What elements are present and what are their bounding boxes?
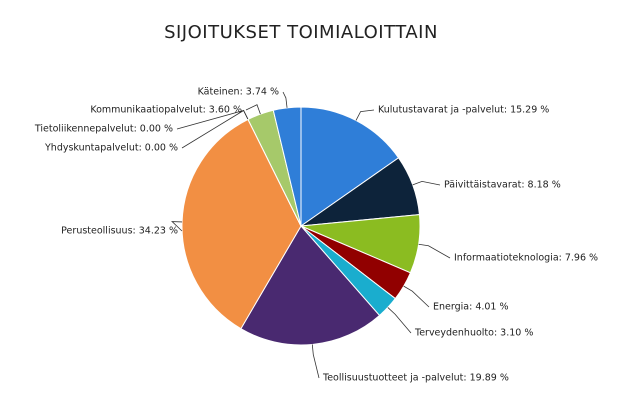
data-label: Teollisuustuotteet ja -palvelut: 19.89 % bbox=[322, 373, 509, 384]
data-label: Kulutustavarat ja -palvelut: 15.29 % bbox=[378, 105, 549, 116]
data-label: Energia: 4.01 % bbox=[433, 302, 509, 313]
data-label: Tietoliikennepalvelut: 0.00 % bbox=[34, 124, 173, 135]
data-label: Informaatioteknologia: 7.96 % bbox=[454, 253, 598, 264]
connector bbox=[355, 109, 375, 121]
pie-slice bbox=[272, 106, 302, 227]
pie-slice bbox=[181, 118, 302, 330]
connector bbox=[412, 180, 441, 186]
connector bbox=[171, 221, 183, 232]
pie-slice bbox=[300, 106, 400, 227]
connector bbox=[245, 104, 261, 115]
data-label: Terveydenhuolto: 3.10 % bbox=[414, 328, 533, 339]
data-label: Yhdyskuntapalvelut: 0.00 % bbox=[44, 143, 178, 154]
data-label: Käteinen: 3.74 % bbox=[198, 87, 279, 98]
connector bbox=[282, 91, 288, 108]
connector bbox=[176, 110, 249, 130]
data-label: Kommunikaatiopalvelut: 3.60 % bbox=[90, 105, 242, 116]
chart-title: SIJOITUKSET TOIMIALOITTAIN bbox=[164, 22, 438, 43]
connector bbox=[418, 243, 451, 259]
connector bbox=[387, 307, 412, 334]
data-label: Perusteollisuus: 34.23 % bbox=[61, 226, 178, 237]
connector bbox=[403, 285, 430, 308]
pie-slice bbox=[240, 225, 381, 346]
connector bbox=[311, 344, 320, 379]
data-label: Päivittäistavarat: 8.18 % bbox=[444, 180, 561, 191]
